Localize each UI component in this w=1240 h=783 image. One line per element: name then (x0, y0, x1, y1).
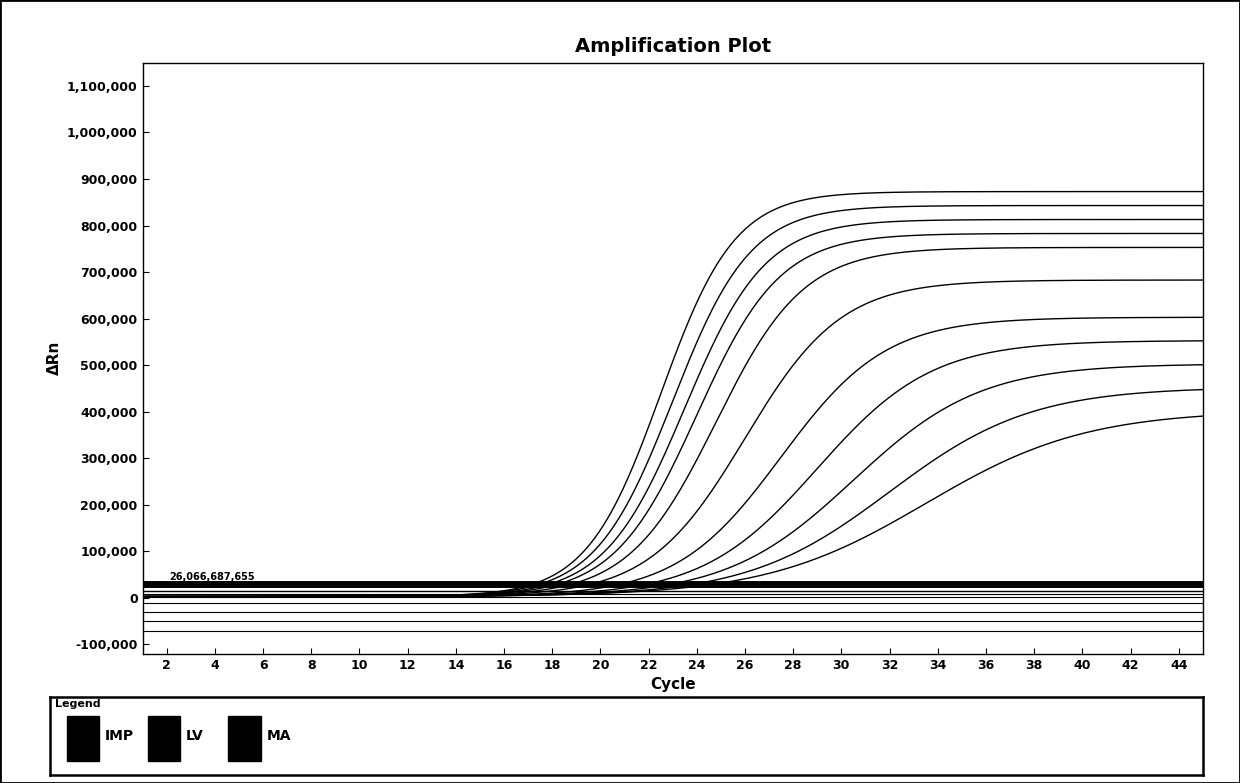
Text: Legend: Legend (56, 699, 100, 709)
Text: 26,066,687,655: 26,066,687,655 (169, 572, 254, 583)
FancyBboxPatch shape (148, 716, 180, 761)
Y-axis label: ΔRn: ΔRn (46, 341, 62, 375)
X-axis label: Cycle: Cycle (650, 677, 696, 692)
FancyBboxPatch shape (228, 716, 260, 761)
Text: MA: MA (267, 729, 291, 743)
FancyBboxPatch shape (67, 716, 99, 761)
Title: Amplification Plot: Amplification Plot (574, 37, 771, 56)
Text: LV: LV (186, 729, 203, 743)
Text: IMP: IMP (105, 729, 134, 743)
